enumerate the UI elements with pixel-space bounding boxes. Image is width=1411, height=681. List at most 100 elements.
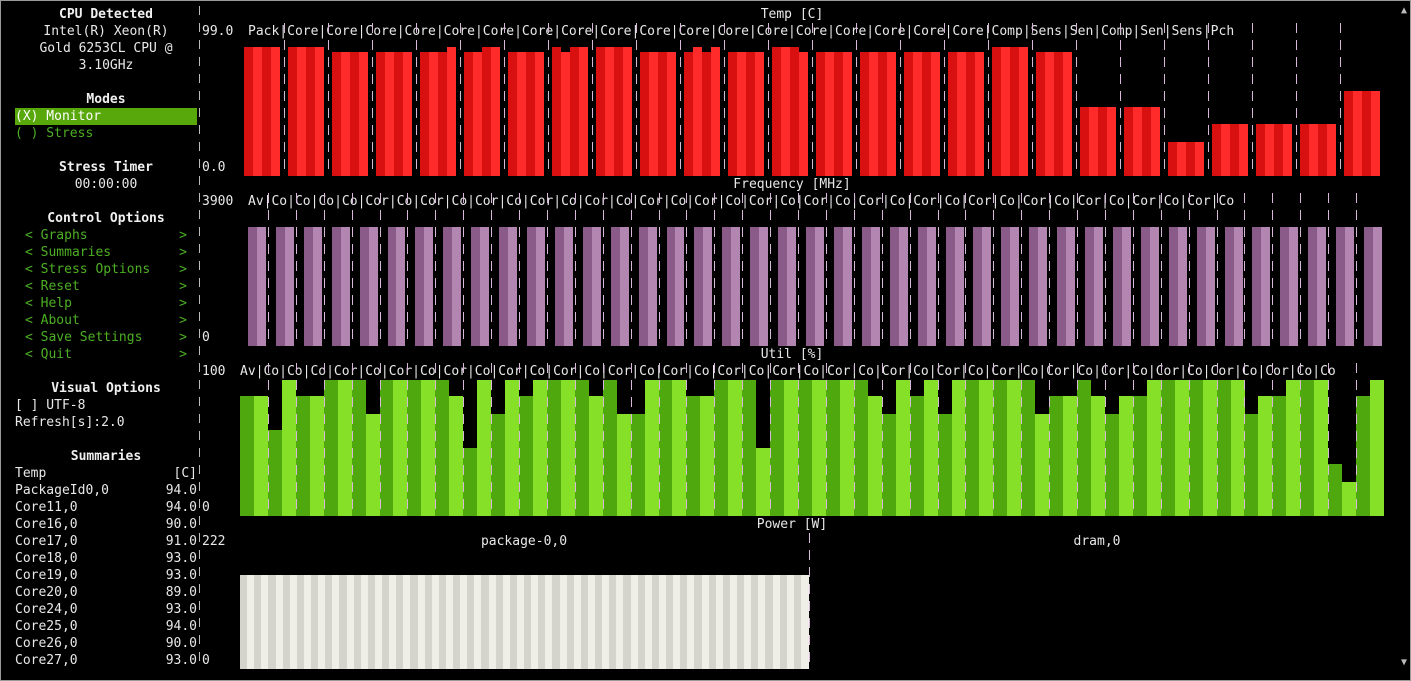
graph-column-separator <box>742 193 743 346</box>
summary-row: Core24,0 93.0 <box>15 601 197 618</box>
temp-bar <box>394 52 403 176</box>
temp-bar <box>1168 142 1177 176</box>
graph-column-separator <box>463 193 464 346</box>
scrollbar[interactable]: ▲ ▼ <box>1399 6 1409 668</box>
temp-bar <box>1265 124 1274 176</box>
util-bar <box>533 380 547 516</box>
util-bar <box>896 380 910 516</box>
power-bar <box>730 575 738 669</box>
frequency-bar <box>471 227 480 346</box>
control-option-label: Quit <box>40 347 72 362</box>
util-bar <box>924 380 938 516</box>
temp-bar <box>1309 124 1318 176</box>
temp-bar <box>1318 124 1327 176</box>
util-bar <box>589 396 603 516</box>
graph-column-separator <box>882 363 883 516</box>
util-bar <box>1035 414 1049 516</box>
frequency-bar <box>1364 227 1373 346</box>
control-option-graphs[interactable]: < Graphs > <box>25 228 187 243</box>
graph-column-separator <box>742 363 743 516</box>
control-option-help[interactable]: < Help > <box>25 296 187 311</box>
util-bar <box>826 380 840 516</box>
frequency-bar <box>276 227 285 346</box>
graph-column-separator <box>680 23 681 176</box>
frequency-bar <box>731 227 740 346</box>
frequency-bar <box>1085 227 1094 346</box>
graph-column-separator <box>826 193 827 346</box>
temp-bar <box>464 52 473 176</box>
control-option-reset[interactable]: < Reset > <box>25 279 187 294</box>
temp-bar <box>825 52 834 176</box>
cpu-model-line-1: Intel(R) Xeon(R) <box>43 24 169 39</box>
frequency-bar <box>973 227 982 346</box>
control-option-summaries[interactable]: < Summaries > <box>25 245 187 260</box>
graph-column-separator <box>1105 193 1106 346</box>
util-bar <box>1314 380 1328 516</box>
frequency-bar <box>722 227 731 346</box>
util-bar <box>1342 482 1356 516</box>
cpu-model-line-2: Gold 6253CL CPU @ <box>39 41 173 56</box>
frequency-bar <box>536 227 545 346</box>
util-bar <box>882 414 896 516</box>
temp-bar <box>596 47 605 176</box>
graph-column-separator <box>1161 363 1162 516</box>
util-bar <box>366 414 380 516</box>
power-bar <box>709 575 717 669</box>
util-bar <box>324 380 338 516</box>
scroll-down-icon[interactable]: ▼ <box>1400 657 1408 668</box>
refresh-rate[interactable]: Refresh[s]:2.0 <box>15 415 125 430</box>
util-bar <box>435 380 449 516</box>
power-bar <box>645 575 653 669</box>
util-bar <box>519 396 533 516</box>
temp-bar <box>1133 107 1142 176</box>
util-bar <box>812 380 826 516</box>
frequency-bar <box>443 227 452 346</box>
summary-name: Core19,0 <box>15 568 78 583</box>
temp-bar <box>640 52 649 176</box>
utf8-checkbox[interactable]: [ ] UTF-8 <box>15 398 86 413</box>
power-y-min: 0 <box>202 653 210 668</box>
control-option-stress-options[interactable]: < Stress Options > <box>25 262 187 277</box>
graph-column-separator <box>1133 193 1134 346</box>
stress-timer-header: Stress Timer <box>59 160 153 175</box>
frequency-bar <box>1261 227 1270 346</box>
temp-bar <box>1089 107 1098 176</box>
power-bar <box>418 575 426 669</box>
summary-row: Core20,0 89.0 <box>15 584 197 601</box>
summary-value: 93.0 <box>165 551 197 566</box>
temp-bar <box>262 47 271 176</box>
graph-column-separator <box>770 193 771 346</box>
power-bar <box>694 575 702 669</box>
util-bar <box>380 380 394 516</box>
frequency-bar <box>583 227 592 346</box>
util-bar <box>910 396 924 516</box>
util-bar <box>338 380 352 516</box>
graph-column-separator <box>993 193 994 346</box>
temp-bar <box>790 47 799 176</box>
mode-stress-radio[interactable]: ( ) Stress <box>15 126 94 141</box>
temp-bar <box>816 52 825 176</box>
control-option-quit[interactable]: < Quit > <box>25 347 187 362</box>
control-option-save-settings[interactable]: < Save Settings > <box>25 330 187 345</box>
temp-graph-title: Temp [C] <box>760 7 824 22</box>
summary-row: PackageId0,0 94.0 <box>15 482 197 499</box>
graph-column-separator <box>1076 23 1077 176</box>
scroll-up-icon[interactable]: ▲ <box>1400 5 1408 16</box>
mode-monitor-radio[interactable]: (X) Monitor <box>15 108 197 125</box>
util-bar <box>407 380 421 516</box>
power-bar <box>354 575 362 669</box>
power-bar <box>382 575 390 669</box>
util-bar <box>1021 380 1035 516</box>
control-options-header: Control Options <box>47 211 165 226</box>
power-bar <box>403 575 411 669</box>
summary-row: Core17,0 91.0 <box>15 533 197 550</box>
power-bar <box>361 575 369 669</box>
temp-bar <box>535 52 544 176</box>
temp-bar <box>1124 107 1133 176</box>
control-option-about[interactable]: < About > <box>25 313 187 328</box>
frequency-bar <box>1373 227 1382 346</box>
graph-column-separator <box>1189 193 1190 346</box>
graph-column-separator <box>547 193 548 346</box>
graph-column-separator <box>944 23 945 176</box>
power-bar <box>602 575 610 669</box>
